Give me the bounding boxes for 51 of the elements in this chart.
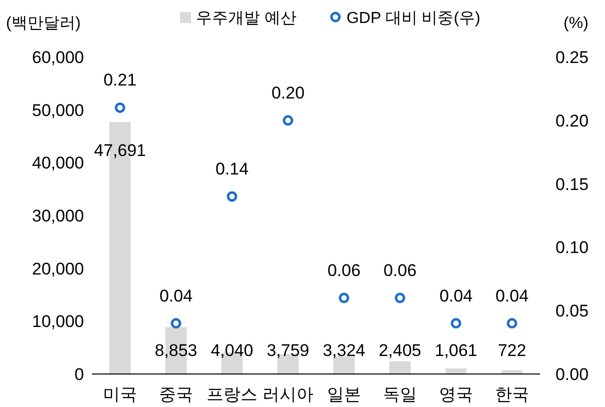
y-axis-title: (백만달러) [6, 15, 81, 32]
data-label: 0.06 [327, 260, 361, 280]
x-tick-label: 미국 [103, 385, 137, 404]
point [226, 191, 238, 202]
x-tick-label: 독일 [383, 385, 417, 404]
data-label: 1,061 [434, 341, 478, 360]
data-label: 4,040 [210, 341, 254, 360]
x-tick-label: 한국 [495, 385, 529, 404]
x-tick-label: 중국 [159, 385, 193, 404]
bar [501, 370, 523, 374]
point [114, 102, 126, 113]
data-label: 722 [498, 341, 526, 360]
y2-axis-title: (%) [564, 15, 588, 32]
data-label: 8,853 [154, 341, 198, 360]
y2-tick-label: 0.15 [555, 174, 589, 194]
x-tick-label: 일본 [327, 385, 361, 404]
data-label: 47,691 [94, 141, 146, 160]
data-label: 0.21 [103, 70, 137, 90]
x-tick-label: 러시아 [262, 385, 314, 404]
y-tick-label: 10,000 [32, 312, 84, 332]
y-tick-label: 0 [74, 365, 84, 384]
point [394, 292, 406, 304]
point [338, 292, 350, 304]
y2-tick-label: 0.20 [555, 111, 589, 130]
y2-tick-label: 0.00 [555, 365, 589, 384]
data-label: 3,324 [322, 341, 366, 360]
x-tick-label: 영국 [439, 385, 473, 404]
y-tick-label: 50,000 [32, 100, 84, 120]
point [170, 318, 182, 329]
point [506, 318, 518, 329]
data-label: 0.14 [215, 159, 249, 178]
data-label: 0.04 [439, 286, 473, 306]
x-tick-label: 프랑스 [206, 385, 258, 404]
data-label: 0.04 [495, 286, 529, 306]
y-tick-label: 60,000 [32, 48, 84, 67]
bar [389, 361, 411, 374]
data-label: 0.04 [159, 286, 193, 306]
legend-label: GDP 대비 비중(우) [346, 10, 480, 27]
point [450, 318, 462, 329]
y-tick-label: 40,000 [32, 154, 84, 173]
data-label: 2,405 [378, 341, 422, 360]
y-tick-label: 30,000 [32, 206, 84, 226]
y2-tick-label: 0.10 [555, 238, 589, 258]
y-tick-label: 20,000 [32, 259, 84, 278]
y2-tick-label: 0.05 [555, 302, 589, 321]
point [282, 115, 294, 126]
data-label: 0.20 [271, 83, 305, 102]
y2-tick-label: 0.25 [555, 48, 589, 67]
data-label: 3,759 [266, 341, 310, 360]
legend-label: 우주개발 예산 [196, 10, 296, 27]
data-label: 0.06 [383, 260, 417, 280]
